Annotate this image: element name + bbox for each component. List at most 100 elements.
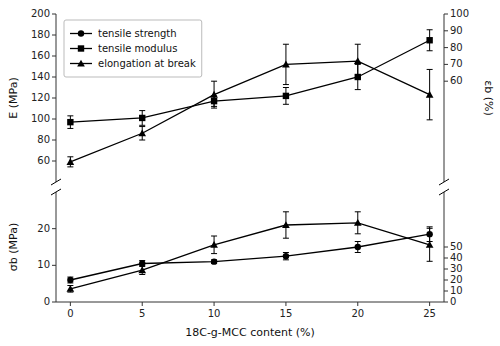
axes: 60 80 100 120 140 160 180 200 60 70 80 90 100 E (MPa)… <box>7 8 495 185</box>
marker <box>355 244 361 250</box>
y2-tick <box>444 81 448 82</box>
y-tick <box>52 56 56 57</box>
y2-tick-label: 70 <box>450 58 463 69</box>
break-marker <box>439 179 449 185</box>
y-tick-label: 200 <box>31 8 50 19</box>
error-bar <box>427 30 433 51</box>
marker <box>354 57 362 64</box>
marker <box>282 61 290 68</box>
marker <box>67 277 73 283</box>
error-bar <box>211 236 217 254</box>
y2-axis-label: εb (%) <box>482 80 495 115</box>
error-bar <box>355 242 361 253</box>
x-tick <box>70 302 71 306</box>
plot-area <box>67 30 434 167</box>
error-bar <box>283 88 289 105</box>
y-tick <box>52 140 56 141</box>
legend-label: tensile strength <box>98 28 177 39</box>
x-axis-line <box>56 302 444 303</box>
y2-tick-label: 0 <box>450 296 456 307</box>
y2-tick <box>444 14 448 15</box>
y-tick-label: 60 <box>37 155 50 166</box>
chart: 01020010203040500510152025σb (MPa)18C-g-… <box>0 0 500 346</box>
break-marker <box>439 189 449 195</box>
y2-tick-label: 80 <box>450 42 463 53</box>
marker <box>210 91 218 98</box>
y-axis-label: E (MPa) <box>7 77 20 118</box>
y-tick <box>52 228 56 229</box>
y-tick-label: 100 <box>31 113 50 124</box>
line <box>70 234 429 280</box>
error-bar <box>355 212 361 234</box>
y-axis-line <box>56 192 57 302</box>
y2-tick <box>444 280 448 281</box>
legend-label: tensile modulus <box>98 43 177 54</box>
x-tick-label: 25 <box>423 308 436 319</box>
y2-tick <box>444 30 448 31</box>
y-tick-label: 80 <box>37 134 50 145</box>
x-tick <box>357 302 358 306</box>
y-tick-label: 0 <box>44 296 50 307</box>
marker <box>139 115 145 121</box>
x-tick-label: 0 <box>67 308 73 319</box>
marker <box>426 37 432 43</box>
marker <box>67 119 73 125</box>
marker <box>138 129 146 136</box>
break-marker <box>51 189 61 195</box>
y2-tick-label: 20 <box>450 274 463 285</box>
y2-tick <box>444 269 448 270</box>
axes: 01020010203040500510152025σb (MPa)18C-g-… <box>7 189 463 339</box>
y-tick-label: 160 <box>31 50 50 61</box>
y-tick-label: 20 <box>37 223 50 234</box>
marker <box>426 241 434 248</box>
legend-marker <box>78 45 84 51</box>
y2-tick <box>444 47 448 48</box>
error-bar <box>355 44 361 78</box>
y-tick-label: 140 <box>31 71 50 82</box>
x-tick-label: 15 <box>280 308 293 319</box>
marker <box>282 221 290 228</box>
y2-tick <box>444 258 448 259</box>
x-tick-label: 10 <box>208 308 221 319</box>
error-bar <box>67 286 73 293</box>
series <box>67 212 434 292</box>
y-tick <box>52 98 56 99</box>
marker <box>138 266 146 273</box>
legend-marker <box>78 30 84 36</box>
y2-tick-label: 60 <box>450 75 463 86</box>
plot-area <box>67 212 434 292</box>
y-tick-label: 180 <box>31 29 50 40</box>
y2-tick-label: 10 <box>450 285 463 296</box>
marker <box>283 253 289 259</box>
legend-box <box>64 20 202 77</box>
marker <box>67 158 75 165</box>
y2-tick <box>444 291 448 292</box>
y-tick <box>52 265 56 266</box>
y-tick-label: 120 <box>31 92 50 103</box>
marker <box>283 93 289 99</box>
y2-tick-label: 100 <box>450 8 469 19</box>
y-tick <box>52 302 56 303</box>
y-tick <box>52 35 56 36</box>
y-tick <box>52 77 56 78</box>
error-bar <box>67 116 73 129</box>
y2-tick <box>444 247 448 248</box>
y2-tick <box>444 64 448 65</box>
line <box>70 223 429 289</box>
marker <box>210 241 218 248</box>
y-tick <box>52 161 56 162</box>
x-tick-label: 5 <box>139 308 145 319</box>
error-bar <box>283 44 289 84</box>
y-axis-label: σb (MPa) <box>7 223 20 271</box>
error-bar <box>211 81 217 108</box>
error-bar <box>427 228 433 261</box>
x-tick <box>429 302 430 306</box>
marker <box>354 219 362 226</box>
marker <box>211 258 217 264</box>
error-bar <box>427 69 433 119</box>
y2-tick-label: 90 <box>450 25 463 36</box>
x-tick-label: 20 <box>351 308 364 319</box>
error-bar <box>283 212 289 238</box>
y2-tick-label: 40 <box>450 252 463 263</box>
marker <box>426 91 434 98</box>
